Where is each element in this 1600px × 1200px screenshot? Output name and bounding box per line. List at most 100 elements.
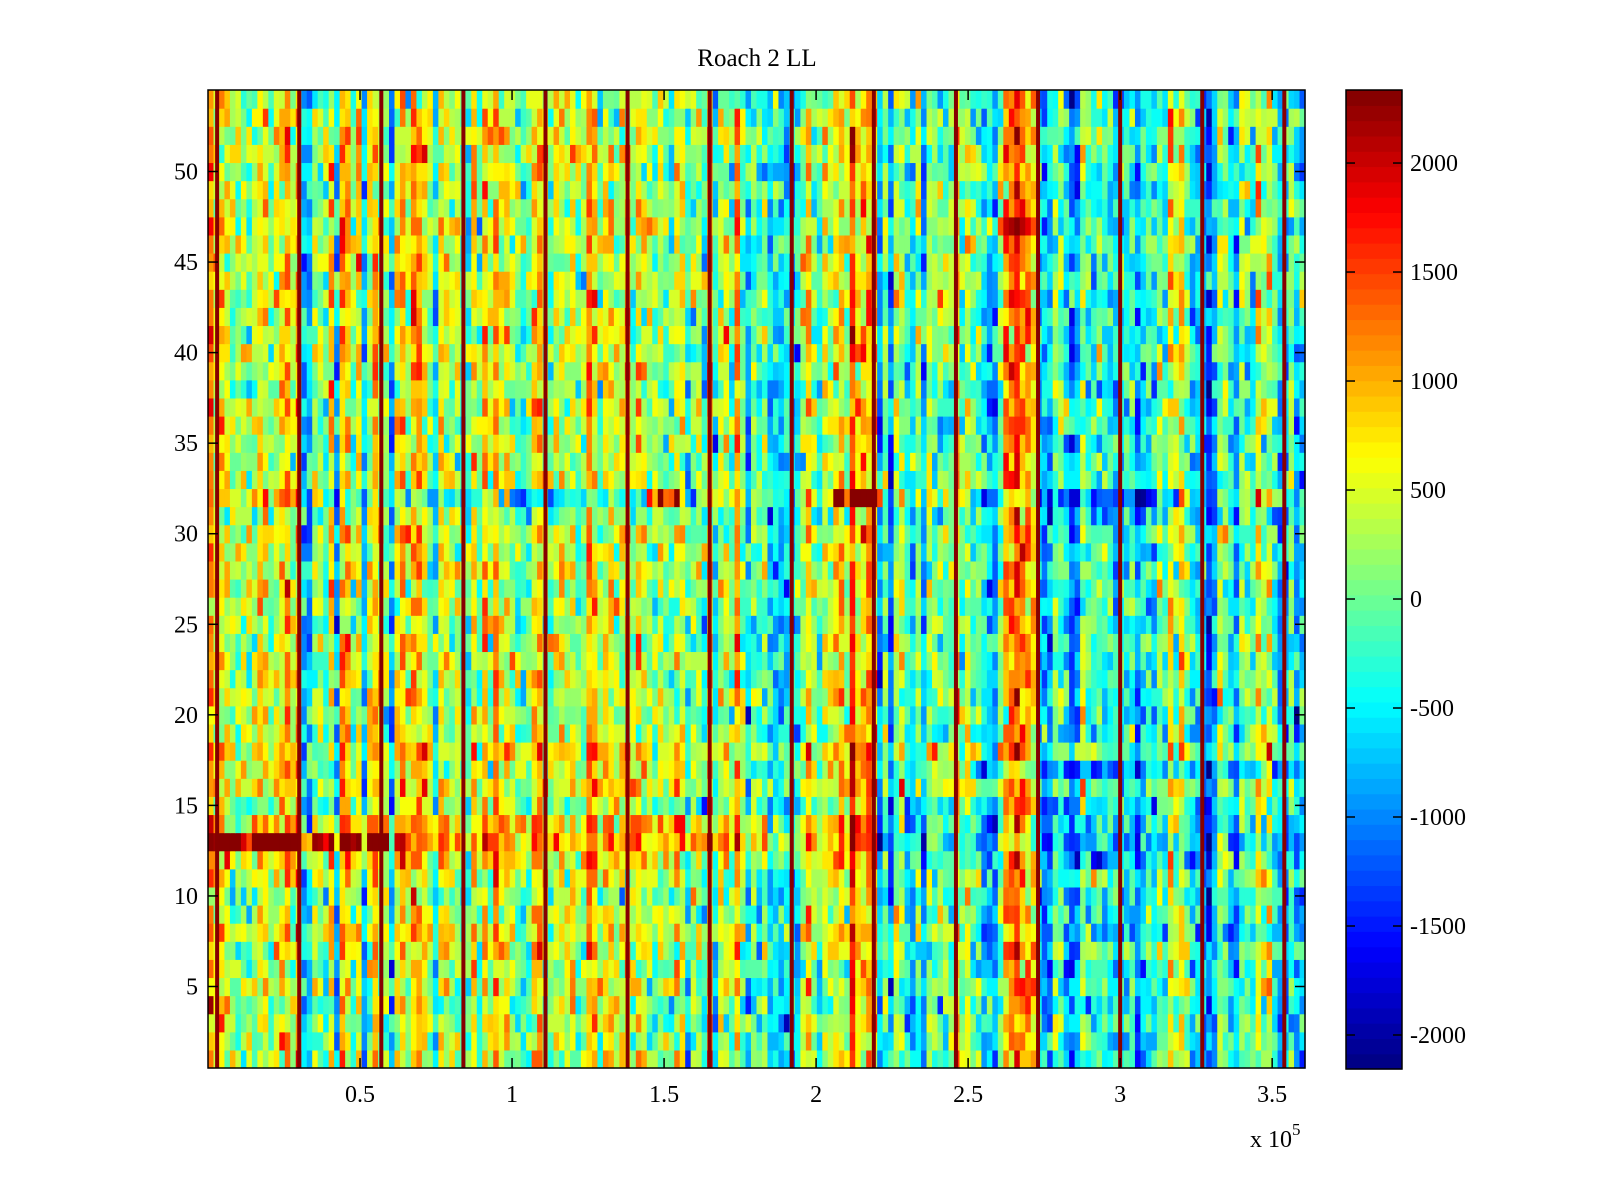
heatmap-cell bbox=[822, 687, 829, 707]
heatmap-cell bbox=[312, 723, 319, 743]
heatmap-cell bbox=[860, 1031, 867, 1051]
heatmap-cell bbox=[1244, 687, 1251, 707]
heatmap-cell bbox=[416, 778, 423, 797]
heatmap-cell bbox=[767, 796, 774, 816]
heatmap-cell bbox=[410, 742, 418, 761]
heatmap-cell bbox=[372, 705, 379, 725]
heatmap-cell bbox=[1206, 705, 1213, 725]
heatmap-cell bbox=[586, 832, 593, 852]
heatmap-cell bbox=[350, 886, 357, 906]
heatmap-cell bbox=[1145, 868, 1153, 888]
heatmap-cell bbox=[849, 1049, 856, 1069]
heatmap-image bbox=[208, 90, 1306, 1069]
heatmap-cell bbox=[811, 868, 818, 888]
heatmap-cell bbox=[284, 814, 291, 834]
heatmap-cell bbox=[942, 651, 950, 671]
heatmap-cell bbox=[805, 633, 812, 653]
heatmap-cell bbox=[712, 959, 719, 979]
heatmap-cell bbox=[1156, 615, 1163, 634]
heatmap-cell bbox=[701, 814, 708, 834]
heatmap-cell bbox=[1008, 669, 1015, 689]
heatmap-cell bbox=[257, 1049, 264, 1069]
heatmap-cell bbox=[432, 742, 439, 761]
heatmap-cell bbox=[970, 850, 977, 870]
heatmap-cell bbox=[229, 923, 237, 942]
heatmap-cell bbox=[1069, 615, 1076, 634]
heatmap-cell bbox=[761, 760, 769, 779]
heatmap-cell bbox=[992, 742, 999, 761]
heatmap-cell bbox=[372, 923, 379, 942]
heatmap-cell bbox=[1178, 814, 1185, 834]
heatmap-cell bbox=[564, 633, 571, 653]
heatmap-cell bbox=[1102, 633, 1109, 653]
heatmap-cell bbox=[389, 941, 396, 960]
heatmap-cell bbox=[1151, 1049, 1158, 1069]
heatmap-cell bbox=[1244, 923, 1251, 942]
heatmap-cell bbox=[564, 977, 571, 997]
heatmap-cell bbox=[745, 778, 752, 797]
heatmap-cell bbox=[394, 1013, 401, 1033]
heatmap-cell bbox=[794, 742, 801, 761]
heatmap-cell bbox=[1091, 923, 1098, 942]
heatmap-cell bbox=[372, 669, 379, 689]
heatmap-cell bbox=[328, 832, 335, 852]
heatmap-cell bbox=[904, 615, 911, 634]
heatmap-cell bbox=[783, 941, 791, 960]
heatmap-cell bbox=[306, 977, 313, 997]
heatmap-cell bbox=[986, 977, 993, 997]
heatmap-cell bbox=[1052, 995, 1059, 1015]
heatmap-cell bbox=[1189, 705, 1196, 725]
heatmap-cell bbox=[778, 959, 785, 979]
heatmap-cell bbox=[1173, 923, 1180, 942]
heatmap-cell bbox=[586, 868, 593, 888]
heatmap-cell bbox=[367, 832, 374, 852]
heatmap-cell bbox=[860, 959, 867, 979]
heatmap-cell bbox=[685, 705, 692, 725]
heatmap-cell bbox=[915, 886, 922, 906]
heatmap-cell bbox=[1058, 959, 1065, 979]
heatmap-cell bbox=[421, 723, 428, 743]
heatmap-cell bbox=[427, 633, 434, 653]
heatmap-cell bbox=[696, 651, 703, 671]
heatmap-cell bbox=[427, 1013, 434, 1033]
heatmap-cell bbox=[427, 760, 434, 779]
heatmap-cell bbox=[910, 923, 917, 942]
heatmap-cell bbox=[1184, 705, 1191, 725]
heatmap-cell bbox=[899, 1031, 906, 1051]
heatmap-cell bbox=[685, 868, 692, 888]
heatmap-cell bbox=[1189, 923, 1196, 942]
heatmap-cell bbox=[723, 832, 730, 852]
heatmap-cell bbox=[635, 995, 642, 1015]
heatmap-cell bbox=[345, 959, 352, 979]
heatmap-cell bbox=[471, 832, 478, 852]
heatmap-cell bbox=[317, 705, 324, 725]
heatmap-cell bbox=[712, 705, 719, 725]
heatmap-cell bbox=[301, 923, 308, 942]
heatmap-cell bbox=[1074, 778, 1081, 797]
heatmap-cell bbox=[334, 1031, 341, 1051]
heatmap-cell bbox=[696, 687, 703, 707]
heatmap-cell bbox=[229, 796, 237, 816]
heatmap-cell bbox=[1123, 923, 1131, 942]
heatmap-cell bbox=[482, 615, 489, 634]
heatmap-cell bbox=[1195, 723, 1202, 743]
heatmap-cell bbox=[410, 832, 418, 852]
heatmap-cell bbox=[1014, 651, 1021, 671]
heatmap-cell bbox=[1228, 814, 1235, 834]
heatmap-cell bbox=[1129, 760, 1136, 779]
heatmap-cell bbox=[240, 723, 247, 743]
heatmap-cell bbox=[1091, 1049, 1098, 1069]
heatmap-cell bbox=[410, 705, 418, 725]
heatmap-cell bbox=[284, 868, 291, 888]
heatmap-cell bbox=[394, 850, 401, 870]
heatmap-cell bbox=[306, 651, 313, 671]
heatmap-cell bbox=[1178, 615, 1185, 634]
heatmap-cell bbox=[877, 742, 884, 761]
heatmap-cell bbox=[1244, 615, 1251, 634]
heatmap-cell bbox=[942, 1013, 950, 1033]
heatmap-cell bbox=[246, 633, 253, 653]
heatmap-cell bbox=[279, 814, 286, 834]
heatmap-cell bbox=[449, 615, 456, 634]
heatmap-cell bbox=[504, 651, 511, 671]
heatmap-cell bbox=[1211, 814, 1218, 834]
